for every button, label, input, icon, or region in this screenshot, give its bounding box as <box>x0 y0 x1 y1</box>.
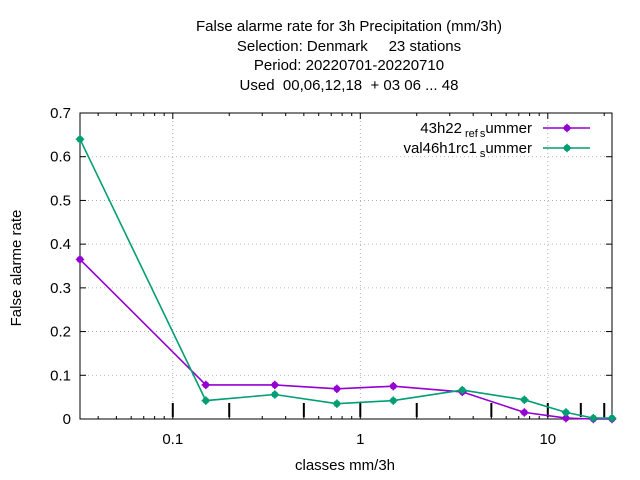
legend-entry-2: val46h1rc1 summer <box>403 140 590 160</box>
legend-label: 43h22 ref summer <box>420 120 532 140</box>
x-tick-label: 0.1 <box>162 431 183 448</box>
plot-border <box>79 112 613 420</box>
y-tick-label: 0.5 <box>50 192 71 209</box>
legend-swatch-marker <box>562 123 572 133</box>
data-point <box>520 395 529 404</box>
data-point <box>389 382 398 391</box>
y-tick-label: 0.2 <box>50 324 71 341</box>
y-tick-label: 0.4 <box>50 236 71 253</box>
title-line-4: Used 00,06,12,18 + 03 06 ... 48 <box>240 77 459 94</box>
y-tick-label: 0.1 <box>50 367 71 384</box>
x-axis-label: classes mm/3h <box>295 457 395 474</box>
series-layer <box>75 135 617 424</box>
series-1 <box>75 255 617 424</box>
series-line <box>79 138 612 419</box>
y-tick-label: 0.3 <box>50 280 71 297</box>
y-tick-label: 0.6 <box>50 149 71 166</box>
y-axis-label: False alarme rate <box>8 210 25 327</box>
data-point <box>561 408 571 417</box>
data-point <box>332 399 342 408</box>
data-point <box>201 396 211 405</box>
data-point <box>75 255 85 264</box>
y-tick-label: 0 <box>63 411 71 428</box>
legend-label: val46h1rc1 summer <box>403 140 532 160</box>
data-point <box>458 385 467 395</box>
series-line <box>79 258 612 420</box>
chart-title: False alarme rate for 3h Precipitation (… <box>196 18 502 94</box>
data-point <box>201 380 211 390</box>
data-point <box>607 413 617 423</box>
data-point <box>589 413 598 423</box>
y-tick-label: 0.7 <box>50 105 71 122</box>
legend-swatch-marker <box>562 143 572 153</box>
title-line-1: False alarme rate for 3h Precipitation (… <box>196 18 502 35</box>
data-point <box>332 384 342 394</box>
data-point <box>270 390 280 399</box>
grid <box>80 113 612 419</box>
legend-entry-1: 43h22 ref summer <box>420 120 590 140</box>
data-point <box>270 380 280 390</box>
data-point <box>75 135 85 144</box>
title-line-3: Period: 20220701-20220710 <box>254 57 444 74</box>
series-2 <box>75 135 617 423</box>
data-point <box>389 396 398 405</box>
data-point <box>520 408 529 417</box>
title-line-2: Selection: Denmark 23 stations <box>237 38 461 55</box>
axes: 0 0.1 0.2 0.3 0.4 0.5 0.6 0.7 0.1 1 10 <box>50 105 613 448</box>
x-tick-label: 1 <box>356 431 364 448</box>
x-tick-label: 10 <box>539 431 556 448</box>
